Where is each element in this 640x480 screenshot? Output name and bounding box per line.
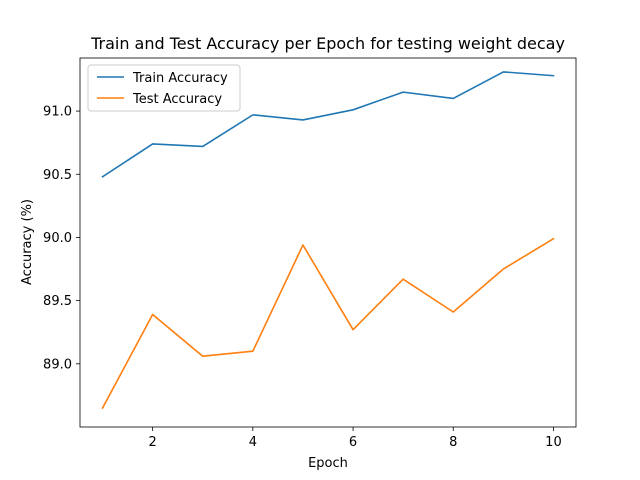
- series-line-train: [101, 71, 555, 178]
- legend-label-test: Test Accuracy: [132, 92, 222, 107]
- x-tick-label: 4: [249, 435, 257, 450]
- y-tick-label: 91.0: [43, 105, 72, 120]
- y-axis-label: Accuracy (%): [20, 199, 35, 285]
- chart-title: Train and Test Accuracy per Epoch for te…: [90, 34, 565, 53]
- y-tick-label: 90.0: [43, 231, 72, 246]
- x-tick-label: 6: [349, 435, 357, 450]
- y-tick-label: 90.5: [43, 168, 72, 183]
- legend: Train Accuracy Test Accuracy: [87, 64, 241, 112]
- y-tick-label: 89.0: [43, 357, 72, 372]
- axes-frame: [79, 57, 577, 428]
- x-axis-label: Epoch: [308, 456, 348, 471]
- y-tick-label: 89.5: [43, 294, 72, 309]
- x-tick-label: 2: [149, 435, 157, 450]
- x-tick-label: 10: [545, 435, 562, 450]
- legend-box: [87, 64, 241, 112]
- legend-label-train: Train Accuracy: [132, 71, 228, 86]
- series-line-test: [101, 237, 555, 410]
- plot-area: 2 4 6 8 10 89.0 89.5 90.0 90.5 91.0: [43, 57, 577, 450]
- x-tick-label: 8: [449, 435, 457, 450]
